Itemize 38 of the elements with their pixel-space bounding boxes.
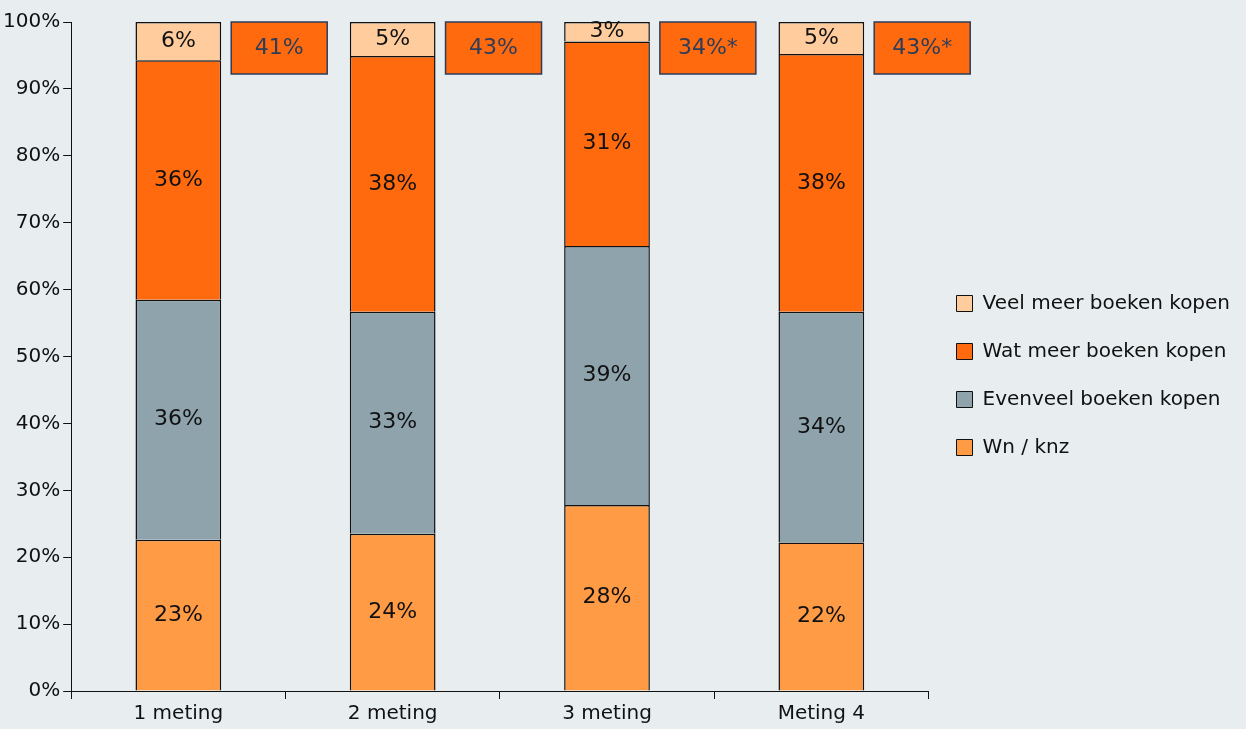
- y-tick-label: 40%: [15, 409, 61, 434]
- y-tick-label: 10%: [15, 610, 61, 635]
- y-tick-label: 50%: [15, 342, 61, 367]
- data-label: 22%: [796, 602, 846, 628]
- legend-label: Veel meer boeken kopen: [982, 289, 1231, 314]
- legend-label: Wat meer boeken kopen: [982, 337, 1227, 362]
- data-label: 5%: [375, 24, 411, 50]
- y-tick-label: 70%: [15, 208, 61, 233]
- data-label: 5%: [803, 23, 839, 49]
- data-label: 24%: [368, 597, 418, 623]
- data-label: 31%: [582, 129, 632, 155]
- legend-label: Evenveel boeken kopen: [982, 385, 1221, 410]
- annotation: 41%: [254, 33, 304, 59]
- y-tick-label: 0%: [28, 677, 61, 702]
- y-tick-label: 20%: [15, 543, 61, 568]
- annotation: 34%*: [677, 33, 738, 59]
- y-tick-label: 80%: [15, 142, 61, 166]
- y-tick-label: 30%: [15, 476, 61, 501]
- data-label: 28%: [582, 583, 632, 609]
- data-label: 36%: [153, 165, 203, 191]
- data-label: 33%: [368, 408, 418, 434]
- data-label: 36%: [153, 405, 203, 431]
- data-label: 39%: [582, 361, 632, 387]
- annotation: 43%*: [892, 33, 953, 59]
- data-label: 34%: [796, 412, 846, 438]
- y-tick-label: 90%: [15, 75, 61, 100]
- annotation: 43%: [469, 33, 518, 59]
- x-tick-label: Meting 4: [777, 700, 866, 725]
- legend-label: Wn / knz: [982, 433, 1070, 458]
- data-label: 23%: [153, 600, 203, 626]
- data-label: 38%: [796, 168, 846, 194]
- y-tick-label: 60%: [15, 275, 61, 300]
- data-label: 38%: [368, 169, 418, 195]
- x-tick-label: 2 meting: [347, 700, 438, 725]
- x-tick-label: 3 meting: [562, 700, 652, 725]
- data-label: 6%: [160, 26, 196, 52]
- x-tick-label: 1 meting: [133, 700, 224, 725]
- y-tick-label: 100%: [2, 8, 61, 33]
